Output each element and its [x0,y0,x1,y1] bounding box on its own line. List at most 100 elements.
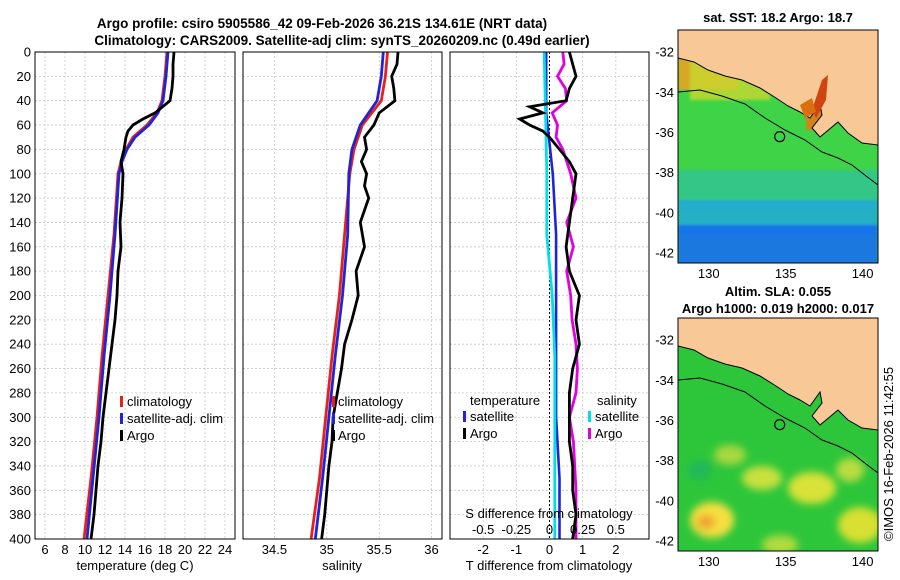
sla-map-frame [677,317,879,552]
salinity-legend: climatology satellite-adj. clim Argo [332,394,434,443]
x-tick-label: 10 [78,542,92,557]
legend-label-t-argo: Argo [470,426,497,441]
legend-swatch-s-argo [588,428,591,439]
lat-tick-label: -36 [655,413,674,428]
y-tick-label: 160 [9,239,31,254]
s-tick-label: 0 [546,522,553,537]
sla-shelf-contour [678,377,878,474]
y-tick-label: 200 [9,288,31,303]
salinity-xlabel: salinity [322,558,362,573]
temperature-tick-labels: 6 8 10 12 14 16 18 20 22 24 [41,542,232,557]
y-tick-label: 80 [17,142,31,157]
legend-swatch-argo [332,430,335,441]
s-difference-tick-labels: -0.5 -0.25 0 0.25 0.5 [472,522,625,537]
sst-shelf-contour [678,89,878,186]
x-tick-label: 22 [198,542,212,557]
lon-tick-label: 135 [775,554,797,569]
lat-tick-label: -32 [655,45,674,60]
legend-swatch-satellite-clim [120,413,123,424]
lon-tick-label: 140 [852,266,874,281]
salinity-axes-frame [242,51,443,540]
lon-tick-label: 140 [852,554,874,569]
y-tick-label: 360 [9,483,31,498]
lat-tick-label: -38 [655,165,674,180]
temperature-legend: climatology satellite-adj. clim Argo [120,394,223,443]
legend-title-temperature: temperature [470,393,540,408]
y-tick-label: 260 [9,361,31,376]
x-tick-label: 34.5 [262,542,287,557]
difference-xlabel: T difference from climatology [466,558,633,573]
y-tick-label: 20 [17,69,31,84]
sst-land-mass [678,30,878,146]
sla-map-tick-labels: 130 135 140 -32 -34 -36 -38 -40 -42 [655,333,873,569]
sla-anomaly-blob [742,466,782,490]
y-tick-label: 140 [9,215,31,230]
legend-label-t-satellite: satellite [470,409,514,424]
sst-map: sat. SST: 18.2 Argo: 18.7 130 135 140 -32 -3… [655,10,879,281]
x-tick-label: 35.5 [367,542,392,557]
s-tick-label: 0.25 [570,522,595,537]
temperature-axes-frame [34,51,236,540]
difference-legend: temperature satellite Argo salinity sate… [463,393,639,441]
legend-label-satellite-clim: satellite-adj. clim [338,411,434,426]
s-tick-label: 0.5 [607,522,625,537]
temperature-argo-line [89,52,176,539]
sla-anomaly-blob [838,507,878,543]
x-tick-label: 16 [138,542,152,557]
legend-label-argo: Argo [338,428,365,443]
title-line-2: Climatology: CARS2009. Satellite-adj cli… [94,33,589,48]
y-tick-label: 280 [9,385,31,400]
legend-label-satellite-clim: satellite-adj. clim [127,411,223,426]
difference-panel: -2 -1 0 1 2 S difference from climatology -0… [449,51,650,573]
temperature-panel: 0 20 40 60 80 100 120 140 160 180 200 220 240 260 280 3… [9,45,236,573]
lat-tick-label: -42 [655,245,674,260]
legend-swatch-satellite-clim [332,413,335,424]
t-difference-tick-labels: -2 -1 0 1 2 [477,542,619,557]
lat-tick-label: -38 [655,453,674,468]
lat-tick-label: -34 [655,85,674,100]
x-tick-label: 12 [98,542,112,557]
legend-swatch-argo [120,430,123,441]
y-tick-label: 340 [9,458,31,473]
sst-map-title: sat. SST: 18.2 Argo: 18.7 [703,10,853,25]
sst-map-frame [677,29,879,264]
x-tick-label: 1 [579,542,586,557]
x-tick-label: 8 [61,542,68,557]
y-tick-label: 60 [17,118,31,133]
salinity-tick-labels: 34.5 35 35.5 36 [262,542,439,557]
lon-tick-label: 135 [775,266,797,281]
x-tick-label: 35 [320,542,334,557]
y-tick-label: 100 [9,166,31,181]
legend-title-salinity: salinity [597,393,637,408]
y-tick-label: 240 [9,337,31,352]
lat-tick-label: -36 [655,125,674,140]
sla-map-title-1: Altim. SLA: 0.055 [725,284,831,299]
temperature-satellite-diff-line [544,52,561,539]
salinity-satellite-clim-line [313,52,385,539]
sla-map: Altim. SLA: 0.055 Argo h1000: 0.019 h200… [655,284,879,569]
sst-cold-band [678,225,878,263]
y-tick-label: 0 [24,45,31,60]
sla-anomaly-blob [697,515,715,529]
s-tick-label: -0.25 [502,522,532,537]
y-tick-label: 320 [9,434,31,449]
legend-label-s-satellite: satellite [595,409,639,424]
y-tick-label: 400 [9,532,31,547]
legend-label-argo: Argo [127,428,154,443]
x-tick-label: -1 [511,542,523,557]
sst-map-tick-labels: 130 135 140 -32 -34 -36 -38 -40 -42 [655,45,873,281]
difference-axes-frame [449,51,650,540]
lat-tick-label: -32 [655,333,674,348]
sla-anomaly-blob [836,458,864,482]
temperature-argo-diff-line [516,52,581,539]
sst-argo-marker [774,131,786,143]
legend-swatch-climatology [332,396,335,407]
x-tick-label: 0 [546,542,553,557]
sla-anomaly-blob [714,445,746,465]
y-tick-label: 40 [17,93,31,108]
imos-timestamp: ©IMOS 16-Feb-2026 11:42:55 [881,367,896,541]
x-tick-label: 6 [41,542,48,557]
x-tick-label: 20 [178,542,192,557]
sla-map-title-2: Argo h1000: 0.019 h2000: 0.017 [682,301,874,316]
legend-swatch-climatology [120,396,123,407]
